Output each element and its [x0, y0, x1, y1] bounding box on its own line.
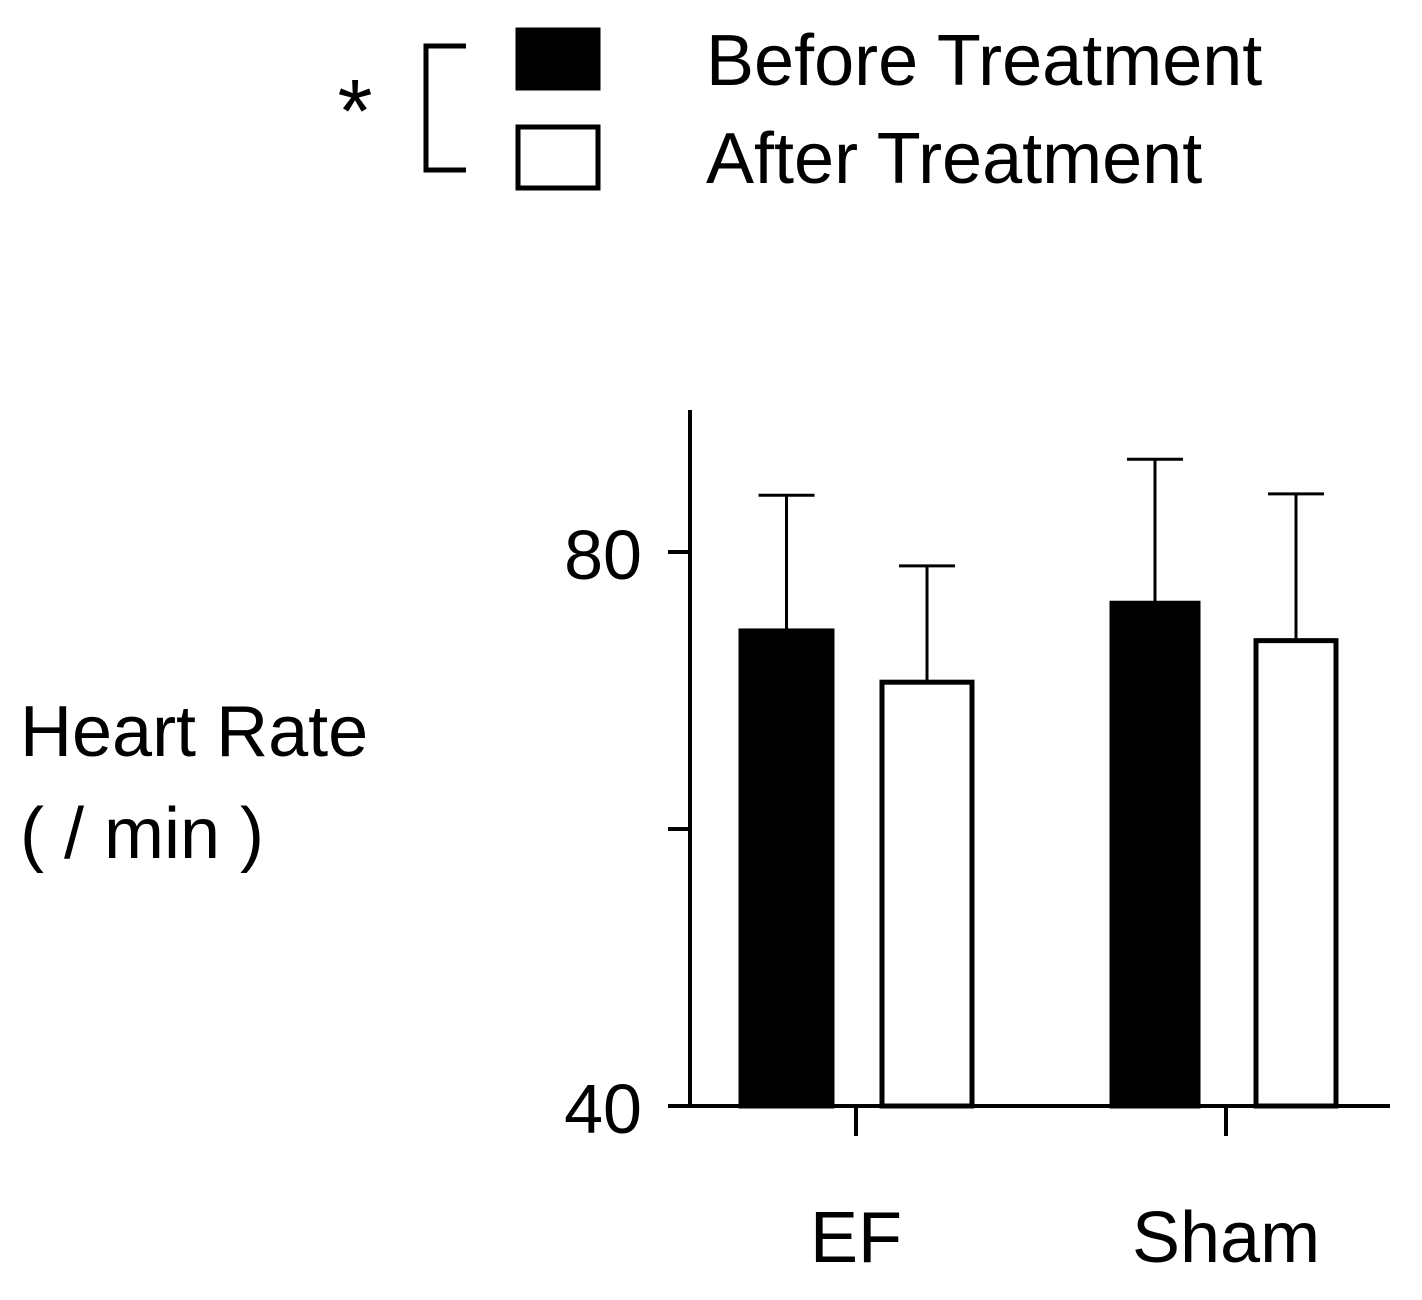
legend-label-after-treatment: After Treatment [706, 119, 1202, 199]
significance-bracket [423, 43, 466, 173]
legend: Before Treatment After Treatment * [337, 21, 1262, 199]
bar-after-treatment-sham [1253, 638, 1339, 1109]
y-axis-title: Heart Rate [20, 692, 368, 772]
significance-marker: * [337, 62, 372, 162]
x-tick-label-ef: EF [810, 1198, 902, 1278]
y-tick-label-40: 40 [564, 1070, 642, 1148]
bar-before-treatment-ef [738, 628, 835, 1109]
bar-before-treatment-sham [1109, 600, 1201, 1109]
bars [738, 457, 1339, 1109]
y-tick-label-80: 80 [564, 516, 642, 594]
legend-swatch-after-treatment [515, 124, 601, 191]
x-tick-label-sham: Sham [1132, 1198, 1320, 1278]
y-axis-unit: ( / min ) [20, 794, 264, 874]
legend-label-before-treatment: Before Treatment [706, 21, 1262, 101]
bar-after-treatment-ef [879, 679, 975, 1109]
labels: 40 80 EF Sham Heart Rate ( / min ) [20, 516, 1320, 1278]
legend-swatch-before-treatment [515, 27, 601, 91]
